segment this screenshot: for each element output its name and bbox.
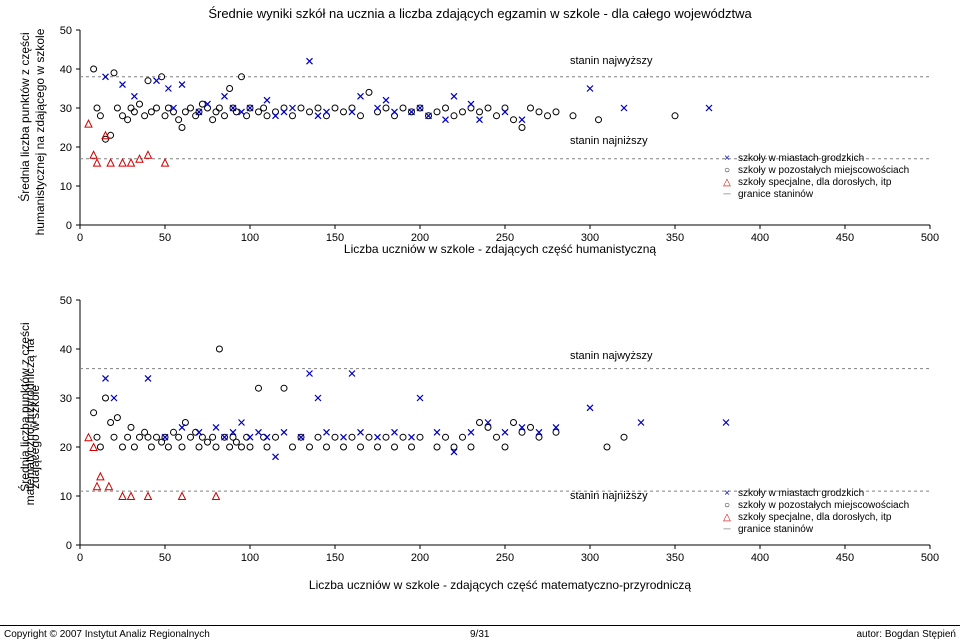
svg-text:30: 30 (60, 103, 72, 115)
footer-page: 9/31 (470, 629, 489, 640)
legend-item: △szkoły specjalne, dla dorosłych, itp (720, 177, 909, 189)
legend-item: ─granice staninów (720, 524, 909, 536)
svg-text:40: 40 (60, 344, 72, 356)
legend-item: ○szkoły w pozostałych miejscowościach (720, 165, 909, 177)
chart2-ylabel-3: zdającego w szkole (28, 347, 42, 527)
chart1-ann-high: stanin najwyższy (570, 55, 653, 67)
chart1-plot: 0102030405005010015020025030035040045050… (60, 25, 940, 255)
svg-text:450: 450 (836, 232, 854, 244)
chart2-xlabel: Liczba uczniów w szkole - zdających częś… (240, 578, 760, 592)
svg-text:0: 0 (77, 232, 83, 244)
svg-text:30: 30 (60, 393, 72, 405)
legend-item: ─granice staninów (720, 189, 909, 201)
footer-divider (0, 625, 960, 626)
svg-text:0: 0 (66, 540, 72, 552)
chart2-legend: ×szkoły w miastach grodzkich○szkoły w po… (720, 488, 909, 536)
svg-text:500: 500 (921, 232, 939, 244)
legend-item: △szkoły specjalne, dla dorosłych, itp (720, 512, 909, 524)
legend-item: ○szkoły w pozostałych miejscowościach (720, 500, 909, 512)
chart2-ann-low: stanin najniższy (570, 490, 648, 502)
svg-text:10: 10 (60, 181, 72, 193)
legend-item: ×szkoły w miastach grodzkich (720, 153, 909, 165)
chart1-legend: ×szkoły w miastach grodzkich○szkoły w po… (720, 153, 909, 201)
svg-text:350: 350 (666, 552, 684, 564)
svg-text:200: 200 (411, 552, 429, 564)
svg-text:20: 20 (60, 142, 72, 154)
svg-text:50: 50 (159, 552, 171, 564)
svg-text:100: 100 (241, 552, 259, 564)
chart1-ylabel-1: Średnia liczba punktów z części (18, 7, 32, 227)
svg-text:50: 50 (159, 232, 171, 244)
svg-text:50: 50 (60, 25, 72, 37)
svg-text:100: 100 (241, 232, 259, 244)
chart1-ann-low: stanin najniższy (570, 135, 648, 147)
svg-text:150: 150 (326, 552, 344, 564)
svg-text:400: 400 (751, 232, 769, 244)
footer-author: autor: Bogdan Stępień (856, 629, 956, 640)
chart2-ann-high: stanin najwyższy (570, 350, 653, 362)
svg-text:450: 450 (836, 552, 854, 564)
svg-text:500: 500 (921, 552, 939, 564)
svg-text:10: 10 (60, 491, 72, 503)
chart1-xlabel: Liczba uczniów w szkole - zdających częś… (260, 242, 740, 256)
legend-item: ×szkoły w miastach grodzkich (720, 488, 909, 500)
footer-copyright: Copyright © 2007 Instytut Analiz Regiona… (4, 629, 210, 640)
chart1-ylabel-2: humanistycznej na zdającego w szkole (33, 7, 47, 257)
main-title: Średnie wyniki szkół na ucznia a liczba … (200, 6, 760, 21)
svg-text:20: 20 (60, 442, 72, 454)
svg-text:250: 250 (496, 552, 514, 564)
svg-text:300: 300 (581, 552, 599, 564)
svg-text:50: 50 (60, 295, 72, 307)
svg-text:40: 40 (60, 64, 72, 76)
svg-text:0: 0 (77, 552, 83, 564)
svg-text:0: 0 (66, 220, 72, 232)
svg-text:400: 400 (751, 552, 769, 564)
